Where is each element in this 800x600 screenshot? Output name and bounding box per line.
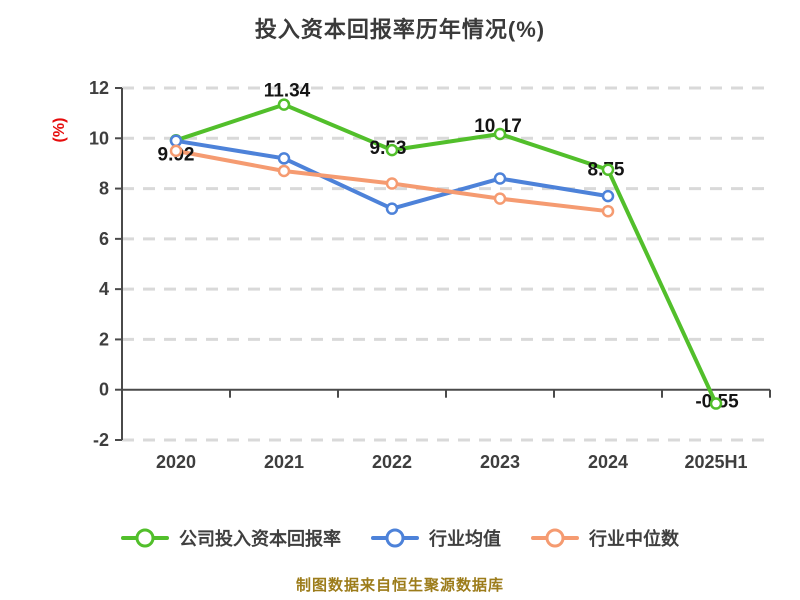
y-tick-label: -2 [93,430,109,450]
data-point[interactable] [277,98,291,111]
data-point-label: 11.34 [264,81,311,102]
legend-line-marker [371,528,419,548]
legend-dot-icon [135,528,155,548]
legend-dot-icon [545,528,565,548]
chart-legend: 公司投入资本回报率 行业均值 行业中位数 [0,520,800,556]
y-tick-label: 8 [99,179,109,199]
x-tick-label: 2025H1 [684,452,747,472]
line-chart-plot: 121086420-2202020212022202320242025H19.9… [89,78,771,472]
legend-dot-icon [385,528,405,548]
legend-item-0[interactable]: 公司投入资本回报率 [121,525,341,551]
data-point[interactable] [169,144,183,158]
data-point[interactable] [493,127,507,141]
y-tick-label: 0 [99,380,109,400]
x-tick-label: 2021 [264,452,304,472]
data-point[interactable] [169,134,183,148]
x-tick-label: 2024 [588,452,628,472]
data-point[interactable] [385,202,399,215]
data-point[interactable] [385,177,399,190]
legend-item-2[interactable]: 行业中位数 [531,525,679,551]
data-point[interactable] [385,143,399,157]
y-tick-label: 10 [89,128,109,148]
x-tick-label: 2023 [480,452,520,472]
legend-label: 公司投入资本回报率 [179,529,341,549]
legend-label: 行业中位数 [589,529,679,549]
data-point[interactable] [493,192,507,205]
data-point[interactable] [601,163,615,176]
series-line [174,102,718,406]
x-tick-label: 2022 [372,452,412,472]
x-tick-label: 2020 [156,452,196,472]
legend-line-marker [531,528,579,548]
data-point[interactable] [601,189,615,203]
data-point-label: 10.17 [474,116,522,137]
y-tick-label: 6 [99,229,109,249]
chart-title: 投入资本回报率历年情况(%) [254,17,546,42]
data-point[interactable] [601,204,615,218]
data-point[interactable] [709,397,723,410]
y-tick-label: 4 [99,279,109,299]
data-point[interactable] [277,164,291,178]
y-tick-label: 12 [89,78,109,98]
y-tick-label: 2 [99,329,109,349]
data-point[interactable] [493,172,507,185]
data-point[interactable] [277,152,291,165]
legend-line-marker [121,528,169,548]
legend-item-1[interactable]: 行业均值 [371,525,501,551]
legend-label: 行业均值 [429,529,501,549]
data-source-note: 制图数据来自恒生聚源数据库 [295,577,504,594]
